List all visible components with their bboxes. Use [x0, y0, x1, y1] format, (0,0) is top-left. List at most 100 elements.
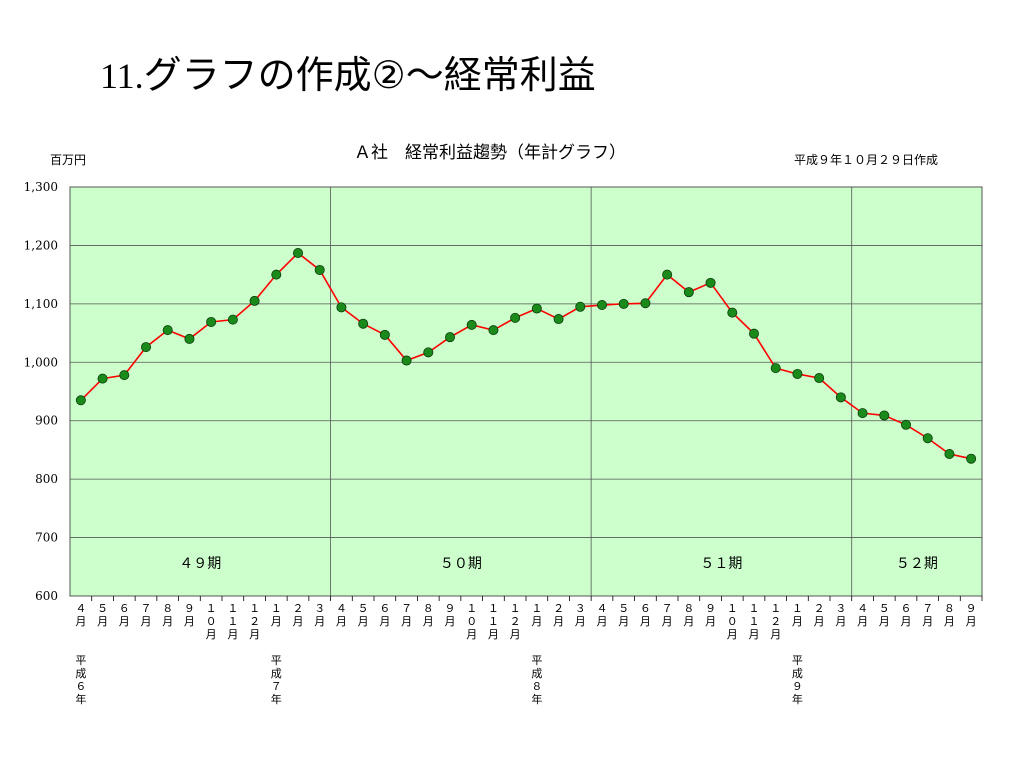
period-dividers [330, 187, 853, 596]
data-point [835, 392, 846, 403]
x-tick-label: ３月 [835, 602, 846, 628]
x-tick-label: ６月 [119, 602, 130, 628]
x-tick-label: １１月 [488, 602, 499, 641]
data-point [75, 395, 86, 406]
data-point [249, 295, 260, 306]
x-tick-label: １１月 [227, 602, 238, 641]
data-point [510, 312, 521, 323]
data-point [423, 347, 434, 358]
x-tick-label: １０月 [727, 602, 738, 641]
x-tick-label: ３月 [575, 602, 586, 628]
data-point [705, 277, 716, 288]
y-tick-label: 600 [35, 589, 58, 603]
data-point [379, 329, 390, 340]
data-point [597, 300, 608, 311]
x-tick-label: ５月 [879, 602, 890, 628]
data-point [119, 370, 130, 381]
data-point [401, 355, 412, 366]
x-axis: ４月 ５月 ６月 ７月 ８月 ９月 １０月 １１月 １２月 １月 ２月 ３月 ４月 ５月 ６月 ７月 ８月 ９月 １… [75, 596, 983, 641]
data-point [140, 342, 151, 353]
data-point [575, 301, 586, 312]
data-point [901, 419, 912, 430]
x-tick-label: ２月 [553, 602, 564, 628]
period-label: ５１期 [700, 556, 742, 572]
y-tick-label: 900 [35, 414, 58, 428]
y-tick-label: 1,200 [24, 238, 58, 252]
x-tick-label: ７月 [662, 602, 673, 628]
data-point [662, 269, 673, 280]
x-tick-label: １月 [271, 602, 282, 628]
x-tick-label: ９月 [445, 602, 456, 628]
data-point [488, 325, 499, 336]
chart-title: Ａ社 経常利益趨勢（年計グラフ） [354, 143, 626, 163]
x-tick-label: ７月 [141, 602, 152, 628]
x-tick-label: ５月 [618, 602, 629, 628]
data-point [879, 410, 890, 421]
x-tick-label: １２月 [510, 602, 521, 641]
data-point [922, 433, 933, 444]
x-tick-label: １月 [531, 602, 542, 628]
x-tick-label: ８月 [423, 602, 434, 628]
x-tick-label: ５月 [358, 602, 369, 628]
data-point [727, 307, 738, 318]
x-tick-label: １２月 [770, 602, 781, 641]
x-tick-label: １１月 [749, 602, 760, 641]
x-tick-label: ２月 [814, 602, 825, 628]
data-point [640, 298, 651, 309]
data-point [292, 248, 303, 259]
x-tick-label: ８月 [944, 602, 955, 628]
x-tick-label: ６月 [379, 602, 390, 628]
x-tick-label: ９月 [966, 602, 977, 628]
data-point [271, 269, 282, 280]
data-point [966, 453, 977, 464]
year-label: 平成７年 [271, 654, 282, 706]
y-tick-label: 1,100 [24, 297, 58, 311]
period-label: ５２期 [896, 556, 938, 572]
y-tick-label: 700 [35, 531, 58, 545]
data-point [683, 287, 694, 298]
x-tick-label: ６月 [640, 602, 651, 628]
x-tick-label: ８月 [162, 602, 173, 628]
period-labels: ４９期 ５０期 ５１期 ５２期 [179, 556, 938, 572]
data-point [358, 318, 369, 329]
y-tick-label: 1,300 [24, 180, 58, 194]
x-tick-label: ３月 [314, 602, 325, 628]
data-point [466, 319, 477, 330]
data-point [97, 373, 108, 384]
data-point [814, 373, 825, 384]
x-tick-label: ４月 [75, 602, 86, 628]
y-tick-label: 1,000 [24, 355, 58, 369]
data-point [314, 264, 325, 275]
data-point [531, 303, 542, 314]
x-tick-label: １０月 [206, 602, 217, 641]
year-labels: 平成６年 平成７年 平成８年 平成９年 [75, 654, 803, 706]
data-point [227, 314, 238, 325]
plot-area [69, 186, 983, 597]
year-label: 平成８年 [531, 654, 542, 706]
slide-title: 11.グラフの作成②～経常利益 [100, 44, 596, 99]
x-tick-label: ７月 [401, 602, 412, 628]
y-axis: 600 700 800 900 1,000 1,100 1,200 1,300 [24, 180, 58, 603]
data-point [857, 408, 868, 419]
x-tick-label: ４月 [597, 602, 608, 628]
data-point [206, 316, 217, 327]
y-tick-label: 800 [35, 472, 58, 486]
x-tick-label: ７月 [922, 602, 933, 628]
x-tick-label: ２月 [293, 602, 304, 628]
year-label: 平成６年 [75, 654, 86, 706]
data-point [770, 363, 781, 374]
year-label: 平成９年 [792, 654, 803, 706]
slide-title-number: 11. [100, 56, 144, 96]
gridlines [70, 186, 982, 597]
data-point [944, 449, 955, 460]
data-points [75, 248, 977, 464]
data-point [184, 333, 195, 344]
data-point [162, 325, 173, 336]
period-label: ４９期 [179, 556, 221, 572]
x-tick-label: ６月 [901, 602, 912, 628]
x-tick-label: ５月 [97, 602, 108, 628]
data-point [553, 314, 564, 325]
x-tick-label: ４月 [336, 602, 347, 628]
slide-title-text: グラフの作成②～経常利益 [143, 53, 596, 97]
